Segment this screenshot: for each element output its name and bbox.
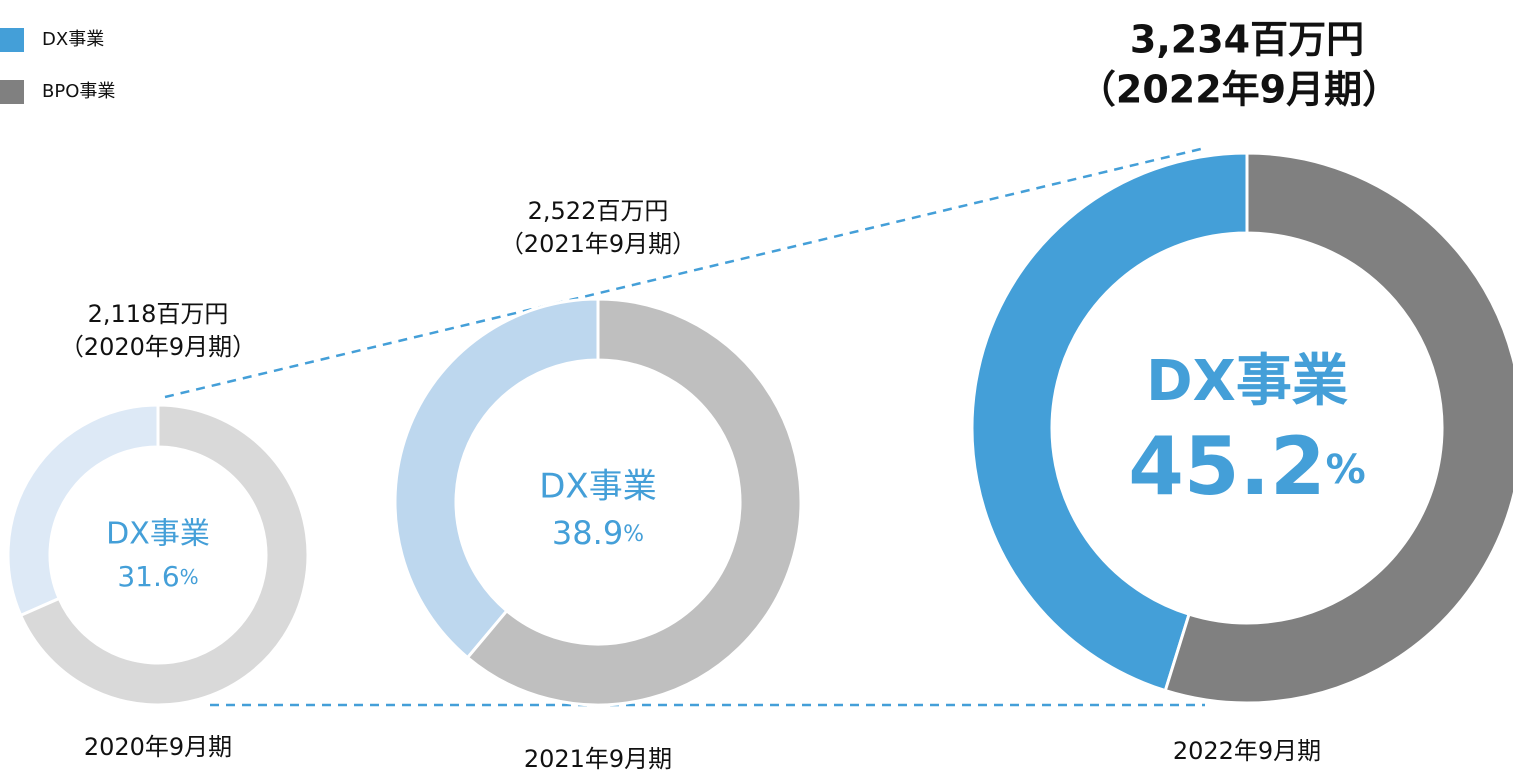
period-label: （2021年9月期） — [500, 230, 696, 258]
value-unit: % — [180, 565, 199, 589]
total-label: 3,234百万円 — [1130, 18, 1364, 62]
value-number: 45.2 — [1128, 420, 1325, 513]
center-label: DX事業 — [1146, 349, 1348, 414]
legend-label: BPO事業 — [42, 81, 115, 102]
value-unit: % — [1326, 447, 1366, 493]
value-number: 38.9 — [552, 514, 623, 552]
center-label: DX事業 — [539, 467, 656, 507]
donut-segment — [1163, 151, 1513, 705]
center-value: 45.2% — [1128, 420, 1365, 513]
total-label: 2,522百万円 — [528, 197, 669, 225]
x-label: 2022年9月期 — [1173, 737, 1321, 765]
donut-segment — [18, 403, 310, 707]
donut-segment — [465, 297, 803, 707]
period-label: （2022年9月期） — [1078, 68, 1400, 112]
total-label: 2,118百万円 — [88, 300, 229, 328]
x-label: 2020年9月期 — [84, 733, 232, 761]
legend-label: DX事業 — [42, 29, 104, 50]
donut-segment — [393, 297, 600, 660]
period-label: （2020年9月期） — [60, 333, 256, 361]
value-number: 31.6 — [117, 560, 179, 593]
center-label: DX事業 — [106, 517, 210, 552]
legend-swatch — [0, 28, 24, 52]
center-value: 38.9% — [552, 514, 644, 552]
value-unit: % — [623, 522, 644, 547]
donut-segment — [970, 151, 1249, 693]
legend-swatch — [0, 80, 24, 104]
center-value: 31.6% — [117, 560, 198, 593]
x-label: 2021年9月期 — [524, 745, 672, 773]
donut-segment — [6, 403, 160, 618]
connector-line — [164, 146, 1206, 399]
